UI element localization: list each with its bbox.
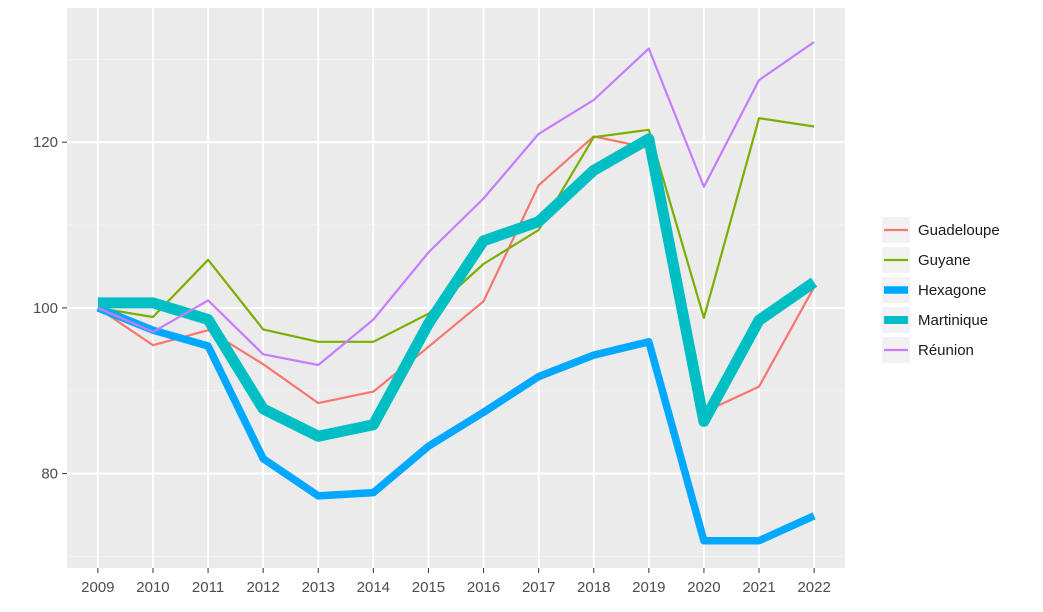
legend-label: Guadeloupe <box>918 222 1000 239</box>
series-line-r-union <box>97 41 815 367</box>
y-axis: 80 100 120 <box>33 134 67 483</box>
legend-label: Martinique <box>918 312 988 329</box>
legend-label: Guyane <box>918 252 971 269</box>
x-tick-label: 2022 <box>797 579 830 596</box>
legend-label: Hexagone <box>918 282 986 299</box>
x-tick-label: 2011 <box>192 579 224 596</box>
x-tick-label: 2019 <box>632 579 665 596</box>
x-tick-label: 2014 <box>357 579 390 596</box>
x-tick-label: 2010 <box>136 579 169 596</box>
y-tick-label: 120 <box>33 134 58 151</box>
legend-label: Réunion <box>918 342 974 359</box>
x-tick-label: 2012 <box>246 579 279 596</box>
legend: Guadeloupe Guyane Hexagone Martinique Réunio… <box>878 212 1028 368</box>
major-gridlines <box>67 8 845 568</box>
x-tick-label: 2021 <box>742 579 775 596</box>
x-axis: 2009 2010 2011 2012 2013 2014 2015 2016 2017 2018… <box>81 568 831 596</box>
x-tick-label: 2017 <box>522 579 555 596</box>
series-line-martinique <box>97 133 818 442</box>
x-tick-label: 2015 <box>412 579 445 596</box>
x-tick-label: 2016 <box>467 579 500 596</box>
x-tick-label: 2020 <box>687 579 720 596</box>
series-lines <box>96 41 818 545</box>
x-tick-label: 2009 <box>81 579 114 596</box>
y-tick-label: 100 <box>33 300 58 317</box>
y-tick-label: 80 <box>41 466 58 483</box>
x-tick-label: 2013 <box>302 579 335 596</box>
series-line-hexagone <box>96 304 816 545</box>
x-tick-label: 2018 <box>577 579 610 596</box>
